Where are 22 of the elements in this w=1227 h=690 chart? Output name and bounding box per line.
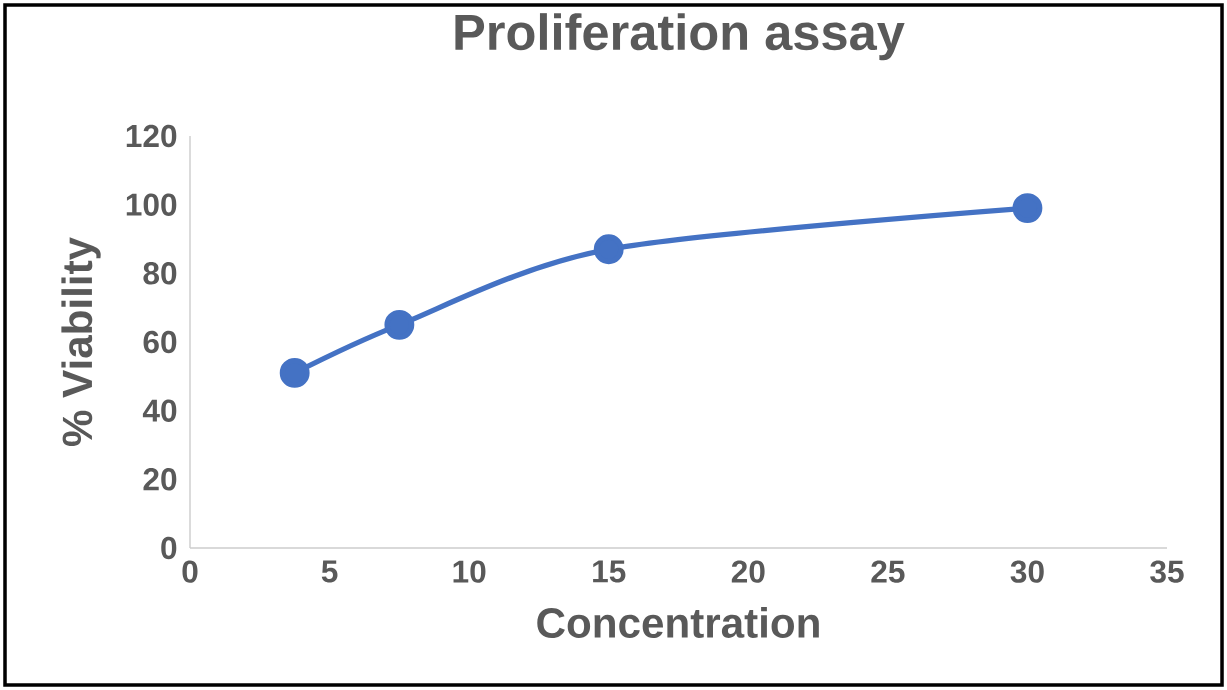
y-tick-label: 20 (143, 468, 177, 491)
y-tick-label: 0 (161, 536, 177, 560)
x-tick-label: 5 (321, 560, 338, 583)
chart-title: Proliferation assay (455, 13, 905, 61)
x-tick-label: 20 (731, 560, 765, 583)
y-tick-label: 80 (143, 262, 177, 285)
x-tick-label: 15 (593, 560, 626, 583)
y-tick-label: 40 (142, 399, 177, 422)
x-tick-label: 35 (1150, 560, 1184, 583)
y-tick-label: 60 (143, 330, 177, 354)
x-tick-label: 30 (1010, 560, 1044, 583)
y-tick-label: 100 (126, 193, 177, 216)
point (593, 234, 624, 265)
x-axis-title: Concentration (537, 607, 819, 638)
point (1012, 193, 1043, 224)
x-tick-label: 10 (453, 560, 486, 583)
x-tick-label: 0 (182, 560, 198, 583)
x-tick-label: 25 (871, 560, 905, 583)
y-tick-label: 120 (126, 124, 177, 148)
point (384, 309, 415, 340)
y-axis-title: % Viability (61, 237, 101, 447)
point (279, 357, 310, 388)
